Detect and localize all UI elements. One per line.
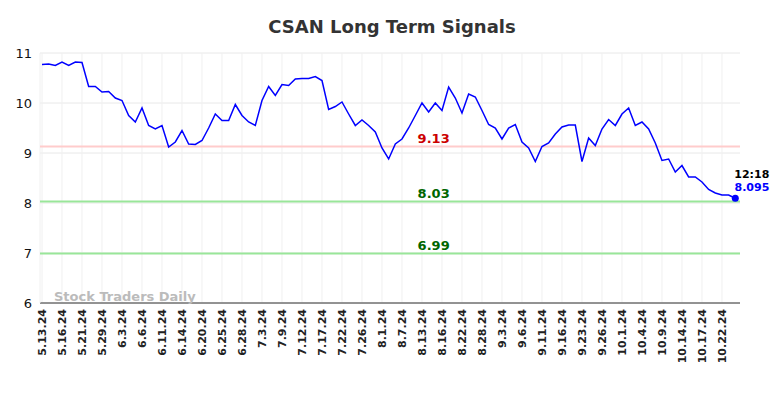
x-tick-label: 10.22.24 xyxy=(716,309,729,364)
x-tick-label: 10.4.24 xyxy=(636,309,649,356)
grid-line-x xyxy=(241,53,242,303)
grid-line-x xyxy=(501,53,502,303)
grid-line-x xyxy=(361,53,362,303)
grid-line-x xyxy=(381,53,382,303)
grid-line-x xyxy=(581,53,582,303)
grid-line-x xyxy=(601,53,602,303)
x-tick-label: 5.29.24 xyxy=(96,309,109,356)
x-tick-label: 7.17.24 xyxy=(316,309,329,356)
grid-line xyxy=(40,153,740,154)
reference-label: 9.13 xyxy=(418,131,450,146)
grid-line-x xyxy=(461,53,462,303)
grid-line-x xyxy=(201,53,202,303)
x-tick-label: 10.9.24 xyxy=(656,309,669,356)
grid-line-x xyxy=(221,53,222,303)
x-tick-label: 6.11.24 xyxy=(156,309,169,356)
x-tick-label: 5.21.24 xyxy=(76,309,89,356)
title: CSAN Long Term Signals xyxy=(268,16,515,37)
plot-area xyxy=(40,62,740,254)
grid-line-x xyxy=(621,53,622,303)
grid-line xyxy=(40,103,740,104)
y-tick-label: 9 xyxy=(24,146,32,161)
reference-line xyxy=(40,146,740,148)
reference-label: 8.03 xyxy=(418,186,450,201)
x-tick-label: 8.7.24 xyxy=(396,309,409,348)
grid-line-x xyxy=(521,53,522,303)
x-tick-label: 8.13.24 xyxy=(416,309,429,356)
reference-label: 6.99 xyxy=(418,238,450,253)
grid-line-x xyxy=(441,53,442,303)
x-tick-label: 7.12.24 xyxy=(296,309,309,356)
y-tick-label: 6 xyxy=(24,296,32,311)
grid-line-x xyxy=(181,53,182,303)
x-tick-label: 10.1.24 xyxy=(616,309,629,356)
grid-line-x xyxy=(341,53,342,303)
grid-line xyxy=(40,253,740,254)
x-tick-label: 10.17.24 xyxy=(696,309,709,364)
grid-line-x xyxy=(681,53,682,303)
grid-line-x xyxy=(121,53,122,303)
grid-line-x xyxy=(701,53,702,303)
grid-line-x xyxy=(321,53,322,303)
grid-line-x xyxy=(42,53,43,303)
x-tick-label: 9.16.24 xyxy=(556,309,569,356)
x-tick-label: 5.16.24 xyxy=(56,309,69,356)
x-tick-label: 6.28.24 xyxy=(236,309,249,356)
y-tick-label: 10 xyxy=(15,96,32,111)
grid-line-x xyxy=(721,53,722,303)
x-tick-label: 7.3.24 xyxy=(256,309,269,348)
x-tick-label: 7.9.24 xyxy=(276,309,289,348)
last-value: 8.095 xyxy=(735,181,770,194)
grid-line-x xyxy=(101,53,102,303)
x-tick-label: 7.22.24 xyxy=(336,309,349,356)
x-tick-label: 8.1.24 xyxy=(376,309,389,348)
grid-line-x xyxy=(281,53,282,303)
x-tick-label: 8.16.24 xyxy=(436,309,449,356)
price-line xyxy=(42,62,735,198)
x-tick-label: 8.28.24 xyxy=(476,309,489,356)
y-tick-label: 11 xyxy=(15,46,32,61)
grid-line-x xyxy=(481,53,482,303)
grid-line-x xyxy=(261,53,262,303)
grid-line-x xyxy=(81,53,82,303)
grid-line-x xyxy=(401,53,402,303)
x-tick-label: 5.13.24 xyxy=(36,309,49,356)
x-tick-label: 8.22.24 xyxy=(456,309,469,356)
x-tick-label: 9.11.24 xyxy=(536,309,549,356)
last-time: 12:18 xyxy=(734,168,769,181)
x-tick-label: 10.14.24 xyxy=(676,309,689,364)
grid-line-x xyxy=(161,53,162,303)
grid-line-x xyxy=(641,53,642,303)
x-tick-label: 6.25.24 xyxy=(216,309,229,356)
x-tick-label: 9.3.24 xyxy=(496,309,509,348)
grid-line-x xyxy=(421,53,422,303)
grid-line-x xyxy=(561,53,562,303)
x-tick-label: 6.20.24 xyxy=(196,309,209,356)
x-tick-label: 9.26.24 xyxy=(596,309,609,356)
last-point xyxy=(732,195,739,202)
x-tick-label: 9.6.24 xyxy=(516,309,529,348)
x-tick-label: 7.26.24 xyxy=(356,309,369,356)
grid-line-x xyxy=(61,53,62,303)
grid-line-x xyxy=(541,53,542,303)
x-tick-label: 6.14.24 xyxy=(176,309,189,356)
grid-line-x xyxy=(141,53,142,303)
grid-line xyxy=(40,53,740,54)
reference-line xyxy=(40,253,740,255)
x-tick-label: 6.6.24 xyxy=(136,309,149,348)
x-tick-label: 6.3.24 xyxy=(116,309,129,348)
x-tick-label: 9.23.24 xyxy=(576,309,589,356)
chart: CSAN Long Term Signals 6 7 8 9 10 11 5.13.24 5.1… xyxy=(0,0,784,398)
grid-line-x xyxy=(661,53,662,303)
y-tick-label: 7 xyxy=(24,246,32,261)
y-tick-label: 8 xyxy=(24,196,32,211)
y-axis xyxy=(40,53,41,303)
grid-line xyxy=(40,203,740,204)
grid-line-x xyxy=(301,53,302,303)
watermark: Stock Traders Daily xyxy=(54,289,196,304)
reference-line xyxy=(40,201,740,203)
